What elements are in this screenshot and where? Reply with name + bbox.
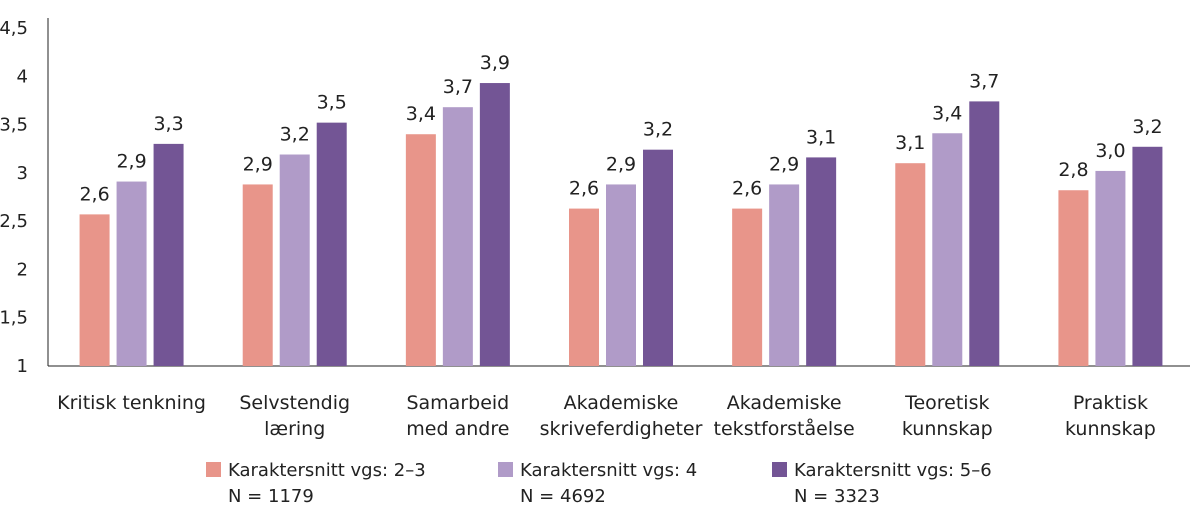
- bar: [116, 181, 147, 366]
- legend-swatch-series-3: [772, 462, 787, 477]
- legend-label-series-3: Karaktersnitt vgs: 5–6: [794, 460, 992, 481]
- bar: [969, 101, 1000, 366]
- data-label: 2,9: [769, 153, 799, 175]
- data-label: 3,2: [643, 119, 673, 141]
- bar: [479, 83, 510, 366]
- bar: [769, 184, 800, 366]
- data-label: 3,0: [1095, 140, 1125, 162]
- category-label: læring: [264, 418, 325, 440]
- legend-item-series-2: Karaktersnitt vgs: 4 N = 4692: [498, 458, 697, 510]
- data-label: 3,4: [932, 102, 962, 124]
- bar: [405, 134, 436, 366]
- y-tick-label: 4: [17, 66, 28, 87]
- bar: [1058, 190, 1089, 366]
- legend: Karaktersnitt vgs: 2–3 N = 1179 Karakter…: [0, 458, 1200, 518]
- legend-item-series-1: Karaktersnitt vgs: 2–3 N = 1179: [206, 458, 426, 510]
- y-tick-label: 2,5: [0, 211, 28, 232]
- bar: [569, 208, 599, 366]
- category-label: tekstforståelse: [714, 417, 855, 440]
- legend-label-series-2: Karaktersnitt vgs: 4: [520, 460, 698, 481]
- category-label: med andre: [406, 418, 509, 440]
- category-label: Akademiske: [564, 392, 679, 414]
- bar: [606, 184, 636, 366]
- bar: [1095, 170, 1126, 366]
- category-label: Kritisk tenkning: [57, 392, 206, 414]
- data-label: 2,6: [79, 183, 109, 205]
- data-label: 3,2: [1132, 116, 1162, 138]
- data-label: 3,4: [406, 103, 436, 125]
- legend-item-series-3: Karaktersnitt vgs: 5–6 N = 3323: [772, 458, 992, 510]
- bar: [79, 214, 110, 366]
- category-label: Akademiske: [727, 392, 842, 414]
- legend-swatch-series-2: [498, 462, 513, 477]
- data-label: 3,7: [969, 70, 999, 92]
- data-label: 3,1: [895, 132, 925, 154]
- data-label: 3,2: [280, 124, 310, 146]
- data-label: 2,9: [116, 151, 146, 173]
- data-label: 2,6: [569, 178, 599, 200]
- bar: [442, 107, 473, 366]
- category-label: skriveferdigheter: [540, 418, 703, 440]
- bar: [895, 163, 926, 366]
- bar: [1132, 146, 1163, 366]
- data-label: 2,8: [1058, 159, 1088, 181]
- y-tick-label: 2: [17, 259, 28, 280]
- bar: [316, 122, 347, 366]
- category-label: Selvstendig: [239, 392, 350, 414]
- category-label: kunnskap: [1065, 418, 1156, 440]
- y-tick-label: 3,5: [0, 115, 28, 136]
- bar: [732, 208, 763, 366]
- y-tick-label: 3: [17, 163, 28, 184]
- data-label: 3,5: [317, 92, 347, 114]
- bar: [153, 143, 184, 366]
- data-label: 3,7: [443, 76, 473, 98]
- bar: [643, 149, 673, 366]
- data-label: 3,9: [480, 52, 510, 74]
- legend-label-series-1: Karaktersnitt vgs: 2–3: [228, 460, 426, 481]
- data-label: 2,9: [606, 153, 636, 175]
- legend-n-series-1: N = 1179: [228, 486, 314, 507]
- bar: [806, 157, 837, 366]
- legend-n-series-2: N = 4692: [520, 486, 606, 507]
- category-label: Praktisk: [1073, 392, 1148, 414]
- y-tick-label: 4,5: [0, 18, 28, 39]
- data-label: 2,9: [243, 153, 273, 175]
- bar-chart: 1 1,5 2 2,5 3 3,5 4 4,5 2,6 2,9 3,3 Kritisk tenknin…: [0, 18, 1190, 440]
- legend-swatch-series-1: [206, 462, 221, 477]
- data-label: 3,3: [153, 113, 183, 135]
- category-label: kunnskap: [902, 418, 993, 440]
- y-tick-label: 1: [17, 356, 28, 377]
- data-label: 2,6: [732, 178, 762, 200]
- bar: [242, 184, 273, 366]
- legend-n-series-3: N = 3323: [794, 486, 880, 507]
- y-tick-label: 1,5: [0, 308, 28, 329]
- category-label: Teoretisk: [904, 392, 989, 414]
- bar: [932, 133, 963, 366]
- bar: [279, 154, 310, 366]
- category-label: Samarbeid: [406, 392, 509, 414]
- data-label: 3,1: [806, 126, 836, 148]
